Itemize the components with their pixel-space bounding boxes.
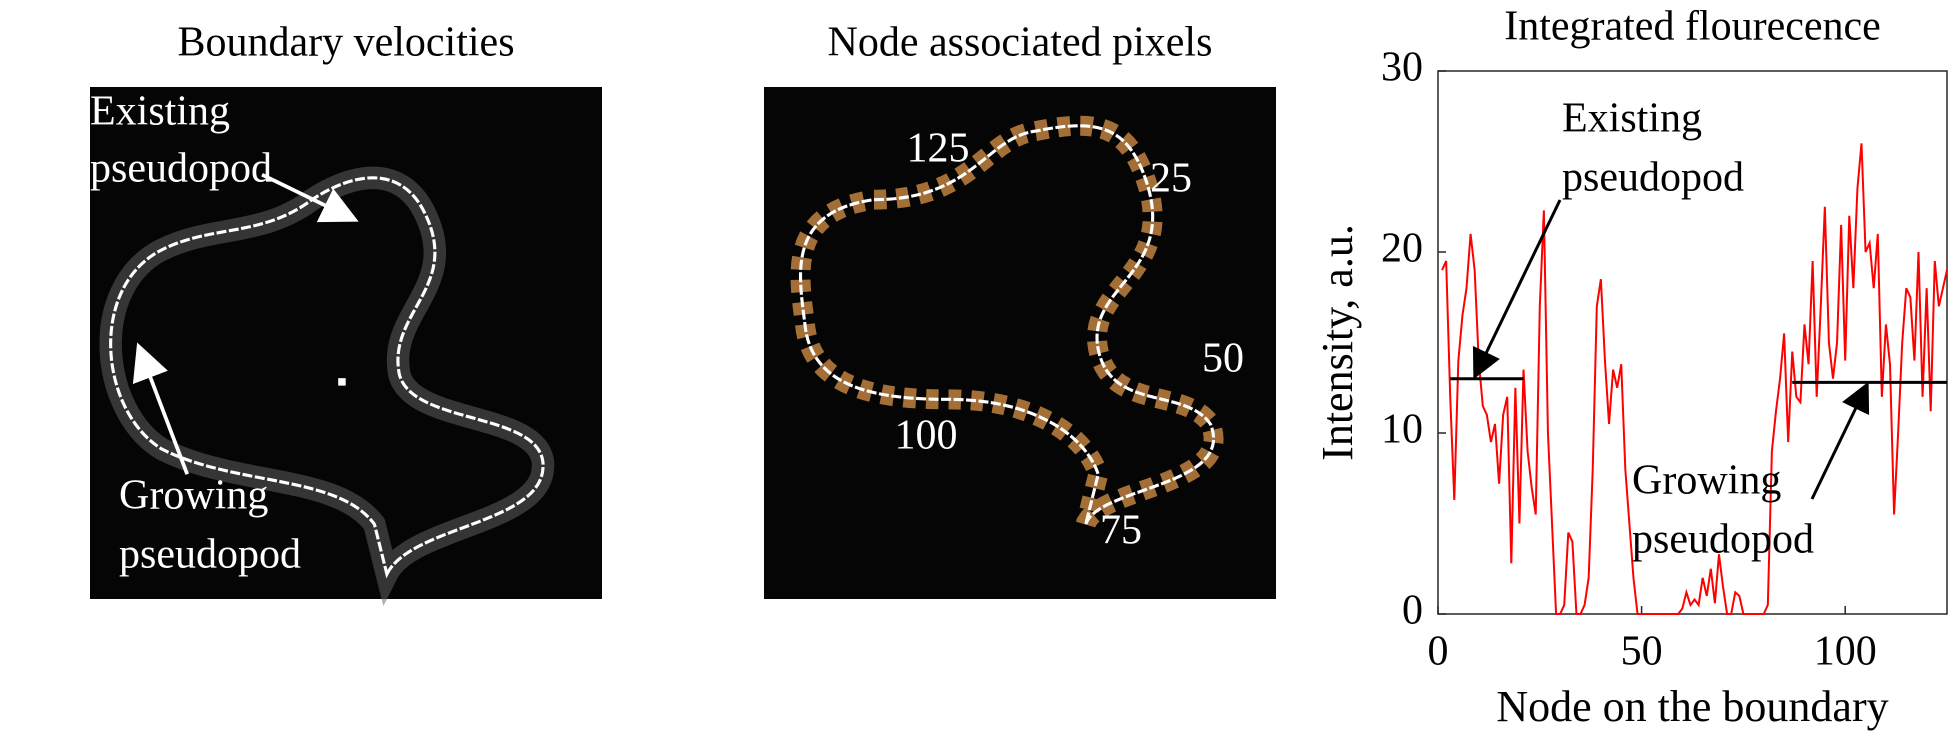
chart-title: Integrated flourecence [1504,4,1881,50]
x-tick-label: 50 [1621,629,1663,675]
panel-label: 125 [907,126,970,172]
cell-image [764,87,1276,599]
x-tick-label: 100 [1814,629,1877,675]
y-tick-label: 20 [1381,226,1423,272]
panel-label: pseudopod [119,532,301,578]
annotation-arrow [1810,381,1870,500]
annotation: Existing [1562,96,1702,142]
panel-title: Node associated pixels [828,20,1213,66]
annotation-arrow [1472,199,1562,380]
y-tick-label: 30 [1381,45,1423,91]
panel-label: 25 [1150,156,1192,202]
data-line [1441,143,1948,615]
annotation: Growing [1632,458,1781,504]
annotation: pseudopod [1562,155,1744,201]
panel-label: 50 [1202,336,1244,382]
panel-label: 75 [1100,508,1142,554]
y-axis-label: Intensity, a.u. [1313,224,1362,461]
panel-label: pseudopod [90,146,272,192]
panel-label: 100 [895,413,958,459]
x-axis-label: Node on the boundary [1496,682,1888,731]
cell-outline [790,115,1224,529]
plot-area [1437,70,1948,615]
cell-outline [99,166,555,607]
panel-title: Boundary velocities [177,20,514,66]
x-tick-label: 0 [1428,629,1449,675]
y-tick-label: 10 [1381,407,1423,453]
annotation: pseudopod [1632,517,1814,563]
panel-label: Growing [119,473,268,519]
panel-label: Existing [90,89,230,135]
y-tick-label: 0 [1402,588,1423,634]
